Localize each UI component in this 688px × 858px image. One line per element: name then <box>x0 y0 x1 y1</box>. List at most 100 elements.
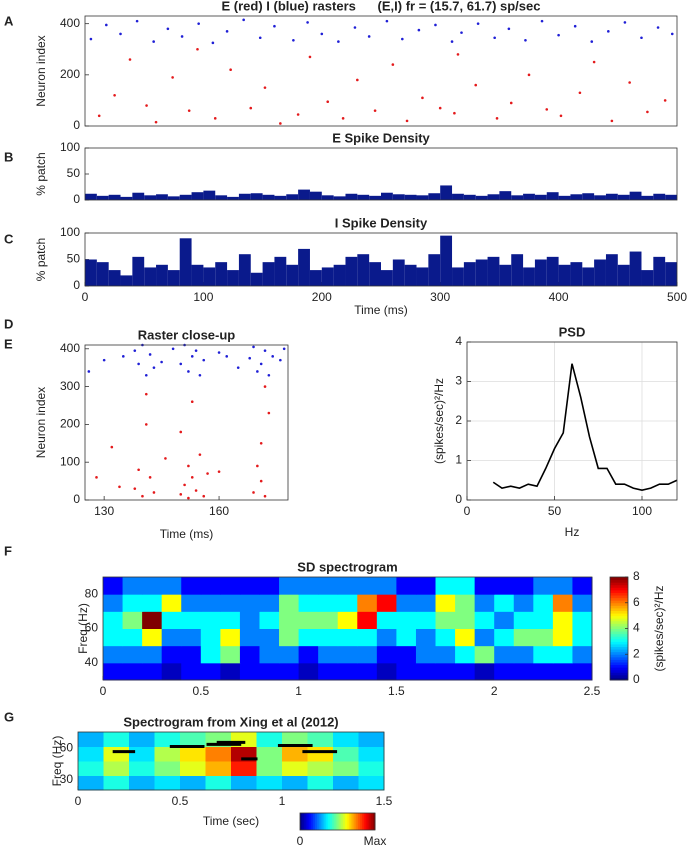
bar <box>274 195 287 200</box>
heatmap-cell <box>318 611 339 629</box>
heatmap-cell <box>239 594 260 612</box>
axes-frame <box>84 147 678 201</box>
colorbar-swatch <box>350 813 353 830</box>
bar <box>392 259 405 286</box>
colorbar-swatch <box>341 813 344 830</box>
heatmap-cell <box>318 628 339 647</box>
heatmap-cell <box>122 628 143 647</box>
y-tick-label: 100 <box>60 454 80 468</box>
spike <box>119 32 122 36</box>
colorbar-frame <box>299 812 376 831</box>
bar <box>167 270 180 286</box>
bar <box>511 254 524 286</box>
spike <box>252 345 255 349</box>
y-tick-label: 60 <box>85 621 99 635</box>
heatmap-cell <box>337 645 358 664</box>
heatmap-cell <box>337 662 358 681</box>
heatmap-cell <box>256 775 283 791</box>
y-tick-label: 0 <box>73 192 80 206</box>
heatmap-cell <box>435 628 456 647</box>
heatmap-cell <box>161 645 182 664</box>
bar <box>487 194 500 200</box>
colorbar-swatch <box>610 669 628 673</box>
spike <box>152 491 156 494</box>
spike <box>656 26 660 29</box>
spike <box>578 91 582 95</box>
heatmap-cell <box>103 611 124 629</box>
axes-frame <box>84 344 289 501</box>
heatmap-cell <box>180 761 206 776</box>
spike <box>180 35 184 38</box>
spike <box>141 494 144 498</box>
heatmap-cell <box>239 662 260 681</box>
spike <box>495 117 499 120</box>
heatmap-cell <box>205 761 232 776</box>
heatmap-cell <box>298 662 319 681</box>
colorbar-tick-label: Max <box>364 834 387 848</box>
heatmap-cell <box>279 594 300 612</box>
heatmap-cell <box>122 594 143 612</box>
x-tick-label: 1 <box>279 794 286 808</box>
colorbar-swatch <box>610 674 628 678</box>
bar <box>428 193 441 200</box>
heatmap-cell <box>279 628 300 647</box>
heatmap-cell <box>220 577 241 595</box>
spike <box>450 40 454 43</box>
bar <box>605 193 618 200</box>
heatmap-cell <box>103 662 124 681</box>
spike <box>337 40 340 43</box>
heatmap-cell <box>474 577 495 595</box>
colorbar-swatch <box>610 641 628 645</box>
bar <box>85 259 97 286</box>
spike <box>190 476 194 479</box>
colorbar-swatch <box>305 813 308 830</box>
heatmap-cell <box>357 577 378 595</box>
heatmap-cell <box>357 628 378 647</box>
heatmap-cell <box>455 611 476 629</box>
bar <box>203 190 216 200</box>
heatmap-cell <box>122 662 143 681</box>
heatmap-cell <box>513 577 534 595</box>
spike <box>263 349 267 352</box>
heatmap-cell <box>256 761 283 776</box>
heatmap-cell <box>337 611 358 629</box>
heatmap-cell <box>572 645 593 664</box>
bar <box>357 194 370 200</box>
heatmap-cell <box>129 732 155 747</box>
heatmap-cell <box>513 662 534 681</box>
heatmap-cell <box>337 628 358 647</box>
chart-title: SD spectrogram <box>297 559 397 574</box>
colorbar-swatch <box>610 607 628 611</box>
bar <box>369 262 381 286</box>
spike <box>179 430 183 434</box>
heatmap-cell <box>239 645 260 664</box>
spike <box>663 99 667 102</box>
heatmap-cell <box>358 732 385 747</box>
heatmap-cell <box>161 611 182 629</box>
spike <box>438 106 442 110</box>
spike <box>160 360 163 364</box>
bar <box>321 267 334 286</box>
x-tick-label: 0.5 <box>192 684 209 698</box>
spike <box>166 27 170 31</box>
heatmap-cell <box>256 732 283 747</box>
bar <box>452 193 464 200</box>
spike <box>229 68 232 72</box>
spike <box>453 111 456 115</box>
spike <box>171 347 175 351</box>
heatmap-cell <box>333 746 359 762</box>
spike <box>133 487 137 490</box>
colorbar-swatch <box>610 600 628 604</box>
spike <box>273 24 276 28</box>
spike <box>179 362 183 366</box>
heatmap-cell <box>435 611 456 629</box>
heatmap-cell <box>533 662 554 681</box>
colorbar-swatch <box>373 813 376 830</box>
heatmap-cell <box>279 645 300 664</box>
bar <box>617 194 630 200</box>
chart-title: Spectrogram from Xing et al (2012) <box>123 714 338 729</box>
x-tick-label: 200 <box>312 290 332 304</box>
heatmap-cell <box>129 775 155 791</box>
heatmap-cell <box>455 577 476 595</box>
